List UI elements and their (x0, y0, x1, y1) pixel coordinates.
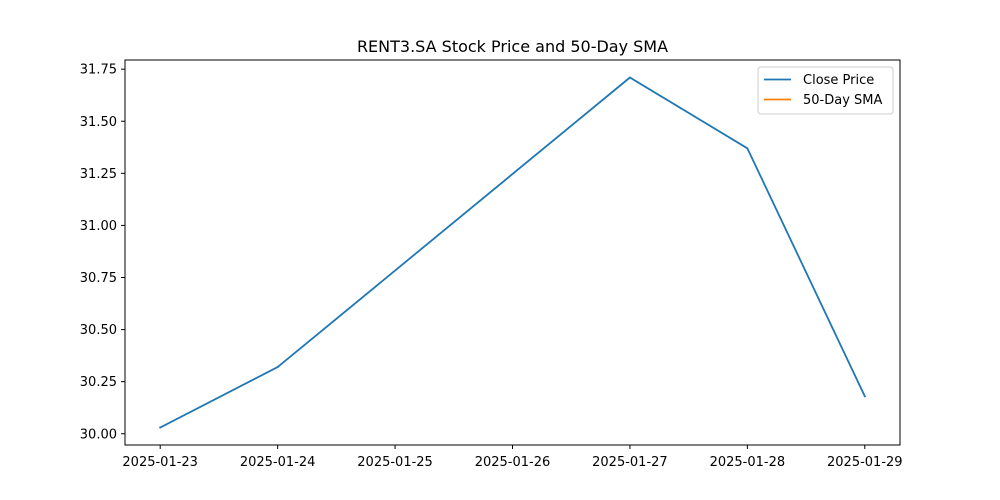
data-point (746, 147, 749, 150)
legend: Close Price 50-Day SMA (757, 66, 894, 115)
x-tick-label: 2025-01-25 (357, 455, 433, 470)
chart-title: RENT3.SA Stock Price and 50-Day SMA (357, 37, 668, 56)
y-tick-label: 30.00 (80, 427, 117, 442)
x-tick-label: 2025-01-23 (122, 455, 198, 470)
x-tick-label: 2025-01-28 (710, 455, 786, 470)
legend-box (757, 66, 894, 115)
x-tick-label: 2025-01-29 (827, 455, 903, 470)
y-tick-label: 30.50 (80, 323, 117, 338)
y-tick-label: 31.75 (80, 63, 117, 78)
x-tick-label: 2025-01-26 (475, 455, 551, 470)
y-tick-label: 30.25 (80, 375, 117, 390)
axes-frame (124, 59, 901, 446)
legend-label: 50-Day SMA (803, 93, 883, 108)
x-tick-label: 2025-01-27 (592, 455, 668, 470)
legend-label: Close Price (803, 73, 874, 88)
y-tick-label: 30.75 (80, 271, 117, 286)
y-tick-label: 31.25 (80, 167, 117, 182)
data-point (159, 426, 162, 429)
plot-area: 30.00 30.25 30.50 30.75 31.00 31.25 31.50 31.75… (80, 59, 903, 470)
data-point (863, 395, 866, 398)
series-line-0 (158, 76, 866, 429)
x-tick-label: 2025-01-24 (240, 455, 316, 470)
y-tick-label: 31.50 (80, 115, 117, 130)
data-point (276, 366, 279, 368)
data-point (629, 76, 631, 79)
y-tick-label: 31.00 (80, 219, 117, 234)
